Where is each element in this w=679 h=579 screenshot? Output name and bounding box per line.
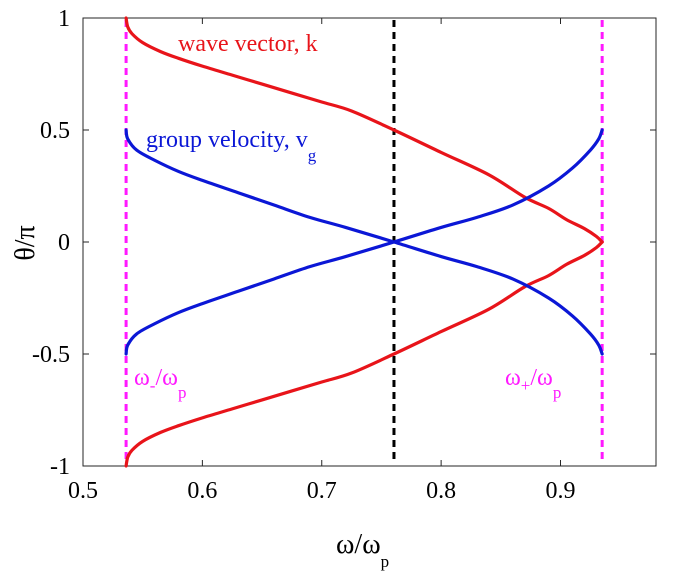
y-axis-title: θ/π <box>10 225 41 260</box>
series-line-2 <box>124 128 604 356</box>
series-line-1 <box>124 240 604 468</box>
x-tick-label: 0.6 <box>187 478 217 504</box>
series-lines <box>124 16 604 468</box>
series-line-0 <box>124 16 604 244</box>
omega-plus-sub2: p <box>553 383 562 402</box>
omega-minus-mid: /ω <box>155 365 177 391</box>
omega-plus-mid: /ω <box>530 365 552 391</box>
y-tick-label: -1 <box>50 454 70 480</box>
y-tick-label: -0.5 <box>32 342 70 368</box>
omega-minus-main: ω <box>134 365 150 391</box>
x-tick-label: 0.5 <box>68 478 98 504</box>
annotation-omega-plus: ω+/ωp <box>505 365 561 402</box>
series-line-3 <box>124 128 604 356</box>
y-tick-label: 1 <box>58 6 70 32</box>
annotation-group-velocity: group velocity, vg <box>146 127 317 165</box>
y-tick-label: 0.5 <box>40 118 70 144</box>
omega-plus-main: ω <box>505 365 521 391</box>
x-tick-label: 0.9 <box>546 478 576 504</box>
plot-area <box>82 17 657 467</box>
x-axis-title-main: ω/ω <box>336 529 381 560</box>
omega-minus-sub2: p <box>178 383 187 402</box>
x-axis-title: ω/ωp <box>336 529 389 571</box>
y-tick-label: 0 <box>58 230 70 256</box>
omega-plus-sub: + <box>521 376 531 395</box>
annotation-group-velocity-main: group velocity, v <box>146 127 308 153</box>
omega-minus-sub: - <box>150 376 156 395</box>
x-tick-label: 0.8 <box>426 478 456 504</box>
x-axis-title-sub: p <box>381 552 390 571</box>
annotation-group-velocity-sub: g <box>308 146 317 165</box>
tick-labels: 0.5 0.6 0.7 0.8 0.9 -1 -0.5 0 0.5 1 <box>32 6 576 504</box>
ticks <box>82 17 656 467</box>
annotation-wave-vector: wave vector, k <box>178 31 318 57</box>
x-tick-label: 0.7 <box>307 478 337 504</box>
annotation-omega-minus: ω-/ωp <box>134 365 186 402</box>
